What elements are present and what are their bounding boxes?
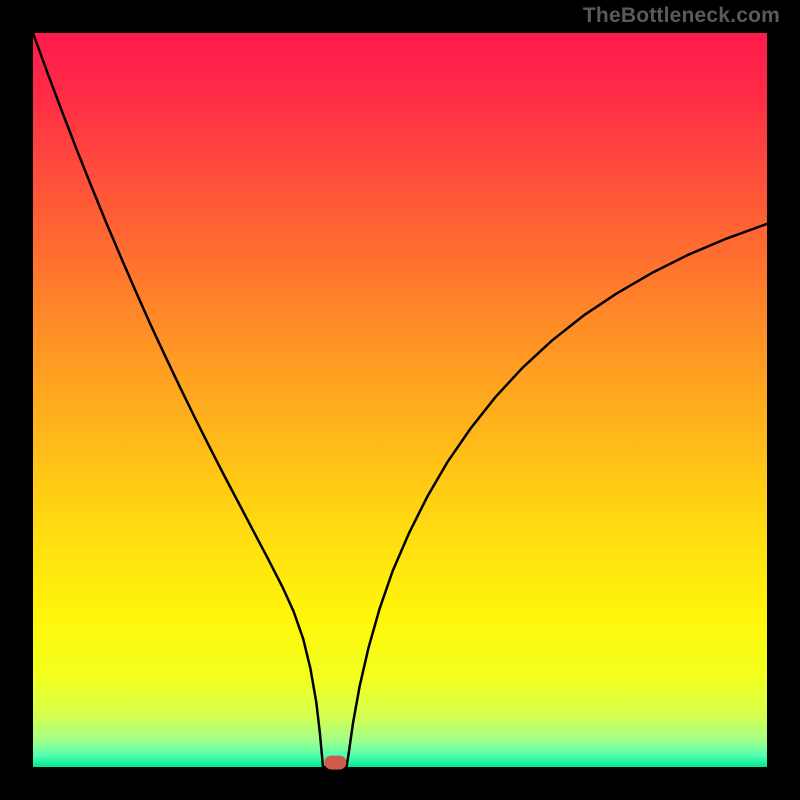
plot-background [33, 33, 767, 767]
bottleneck-chart [0, 0, 800, 800]
optimum-marker [324, 756, 346, 770]
watermark-text: TheBottleneck.com [583, 4, 780, 28]
